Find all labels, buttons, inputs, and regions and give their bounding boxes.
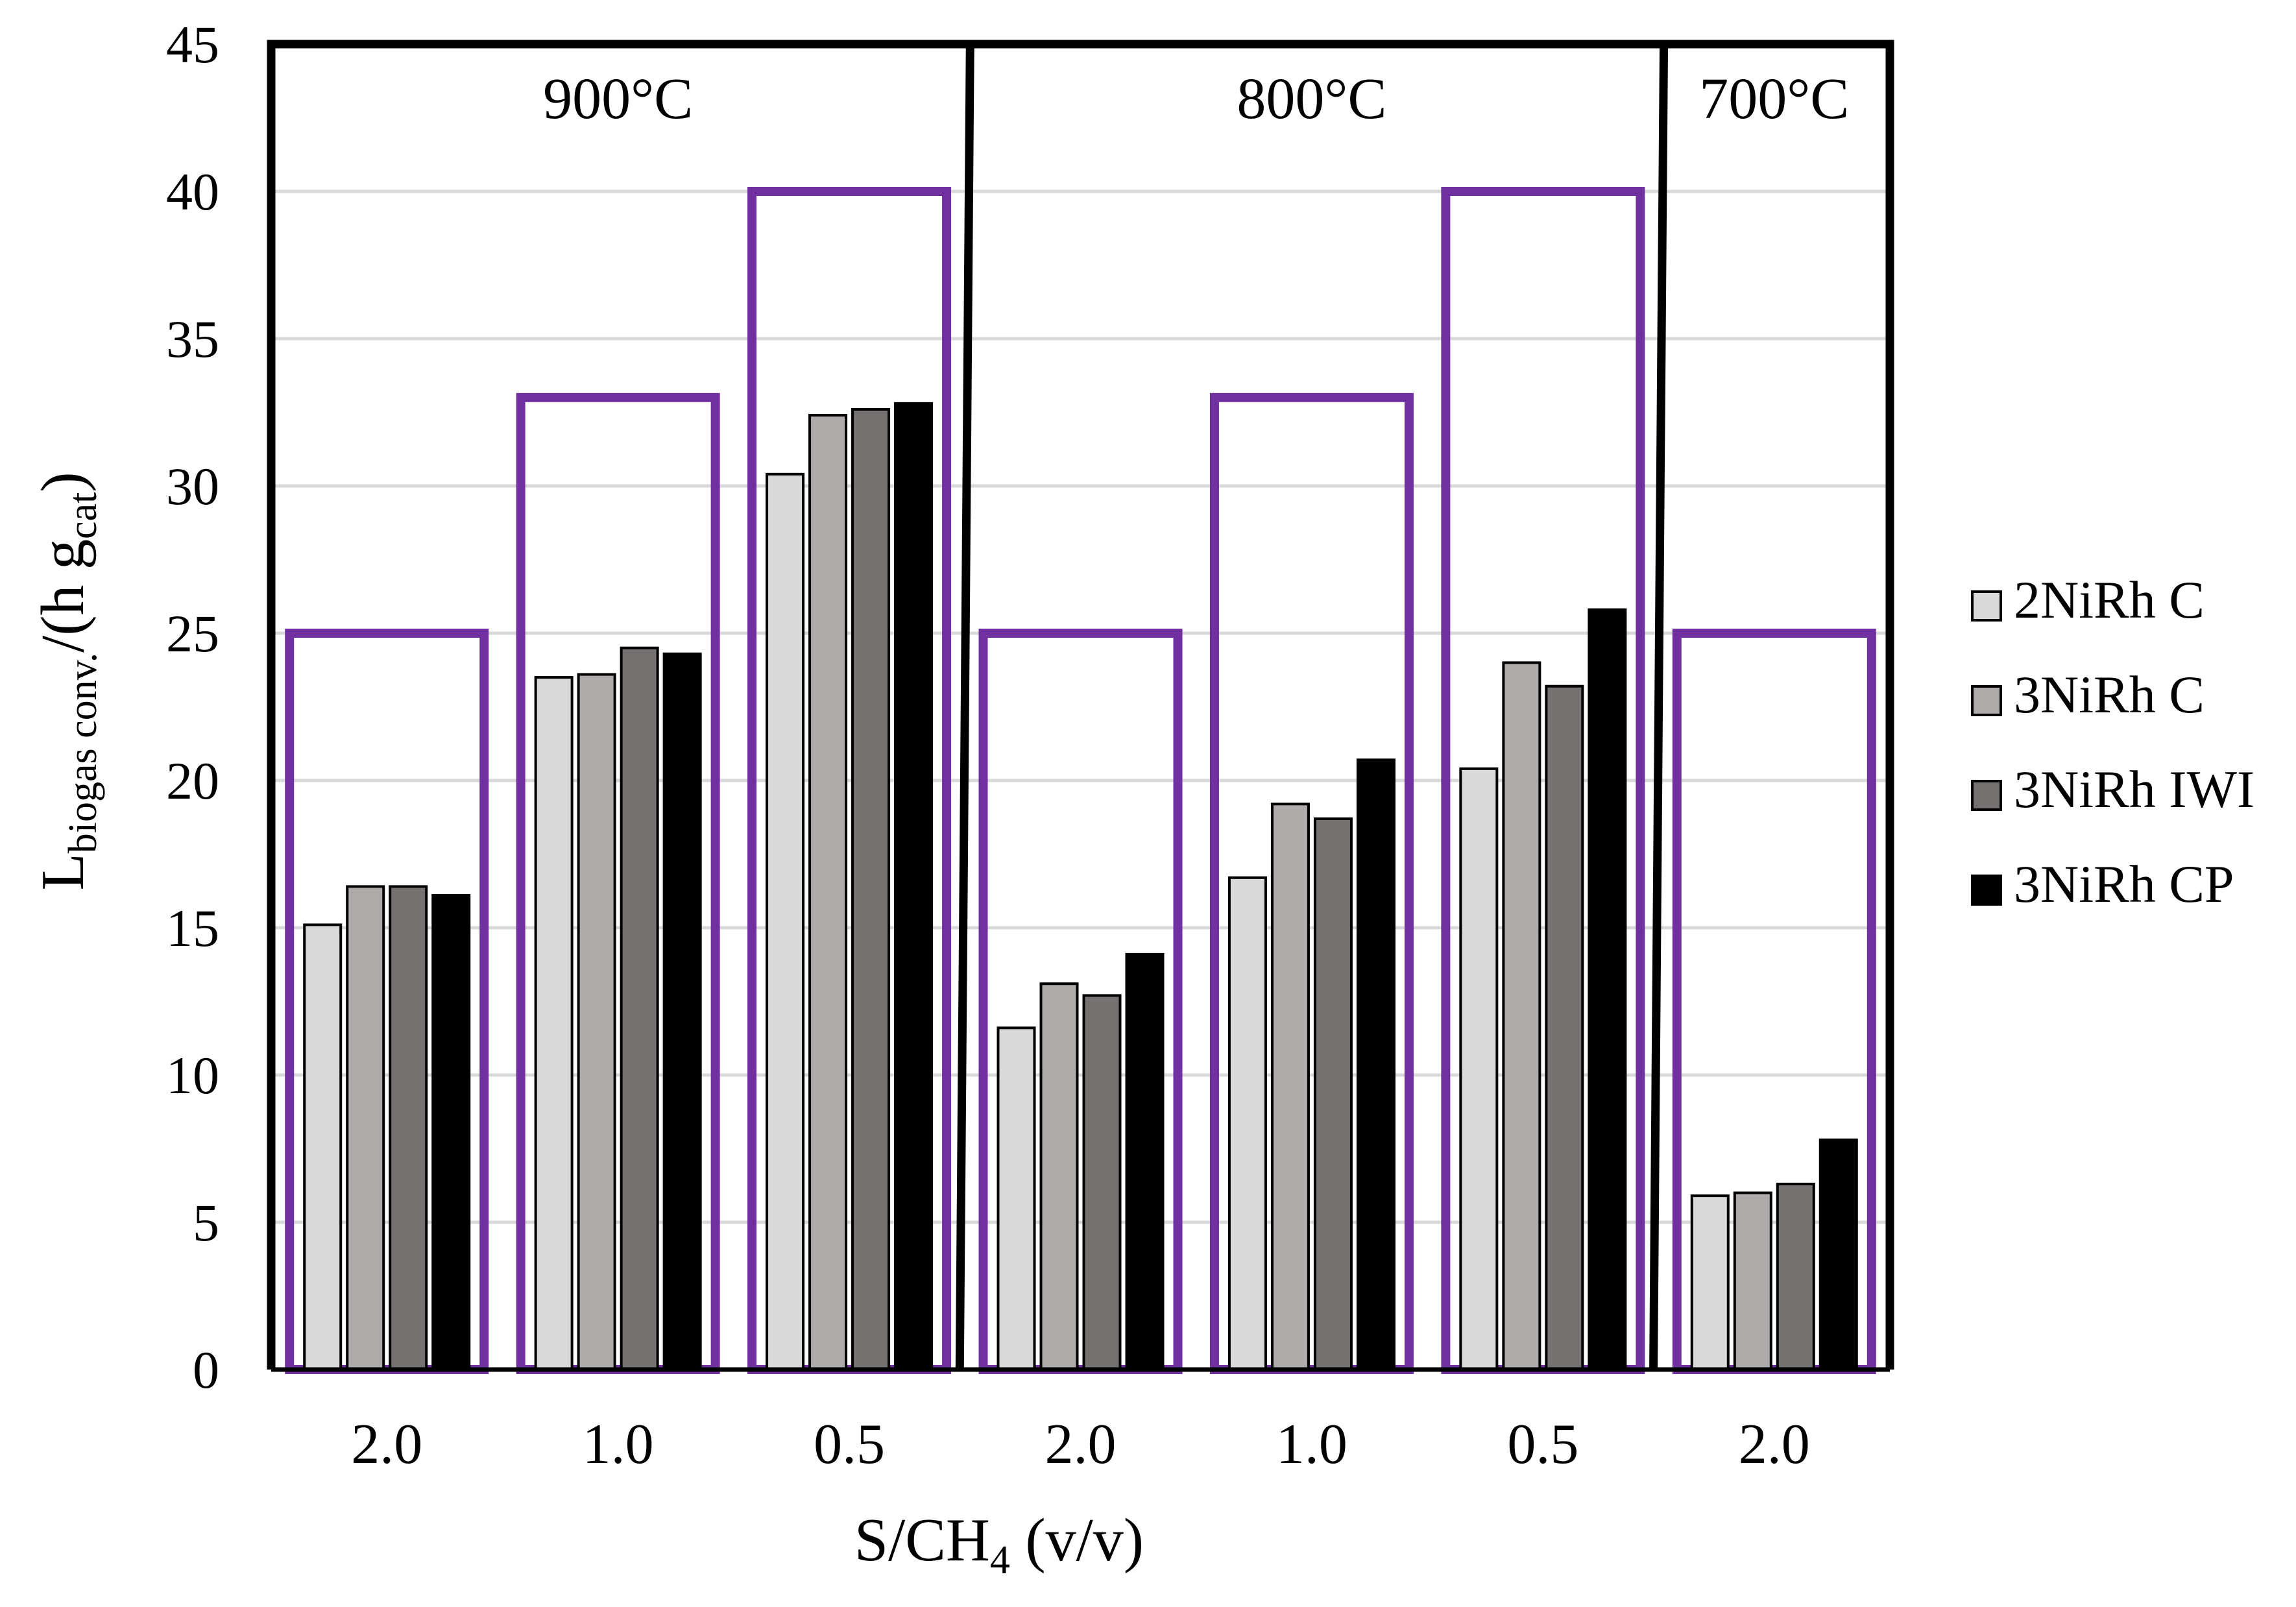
frame-outline bbox=[267, 40, 1894, 1370]
x-tick-label: 1.0 bbox=[583, 1413, 654, 1476]
legend-label: 2NiRh C bbox=[2014, 570, 2205, 629]
x-tick-labels: 2.0 1.0 0.5 2.0 1.0 0.5 2.0 bbox=[351, 1413, 1810, 1476]
x-tick-label: 1.0 bbox=[1276, 1413, 1347, 1476]
x-tick-label: 0.5 bbox=[1507, 1413, 1578, 1476]
bar bbox=[346, 885, 385, 1371]
temperature-labels: 900°C 800°C 700°C bbox=[543, 67, 1849, 131]
bar bbox=[1502, 661, 1541, 1371]
legend-label: 3NiRh C bbox=[2014, 665, 2205, 724]
bar bbox=[1313, 817, 1353, 1371]
bar bbox=[534, 676, 574, 1371]
x-axis-title: S/CH4 (v/v) bbox=[854, 1506, 1144, 1582]
x-tick-label: 2.0 bbox=[1739, 1413, 1810, 1476]
y-tick-label: 10 bbox=[166, 1046, 219, 1105]
y-tick-label: 35 bbox=[166, 309, 219, 369]
y-axis-title: Lbiogas conv./(h gcat) bbox=[29, 472, 105, 890]
y-tick-label: 15 bbox=[166, 899, 219, 958]
bar bbox=[1819, 1138, 1858, 1371]
bar bbox=[1270, 803, 1310, 1371]
y-tick-label: 30 bbox=[166, 457, 219, 516]
temperature-label: 700°C bbox=[1699, 67, 1849, 131]
legend-label: 3NiRh CP bbox=[2014, 854, 2234, 913]
bar bbox=[1227, 876, 1267, 1371]
bar bbox=[766, 472, 805, 1371]
bar bbox=[1039, 982, 1079, 1371]
y-tick-label: 25 bbox=[166, 604, 219, 663]
bar bbox=[662, 652, 702, 1371]
bar bbox=[894, 402, 934, 1371]
legend-swatch bbox=[1971, 590, 2002, 622]
temperature-divider bbox=[1649, 43, 1669, 1370]
legend-swatch bbox=[1971, 685, 2002, 716]
bar bbox=[1690, 1194, 1730, 1371]
bar bbox=[577, 673, 616, 1371]
bar bbox=[1082, 994, 1122, 1371]
temperature-label: 900°C bbox=[543, 67, 693, 131]
bar bbox=[1356, 758, 1396, 1371]
temperature-frames bbox=[267, 40, 1894, 1372]
temperature-divider bbox=[955, 43, 974, 1370]
bar bbox=[1125, 952, 1165, 1371]
legend-swatch bbox=[1971, 875, 2002, 906]
bar bbox=[1733, 1191, 1772, 1371]
y-tick-label: 45 bbox=[166, 15, 219, 74]
y-tick-label: 20 bbox=[166, 751, 219, 810]
bar bbox=[620, 646, 659, 1371]
bar bbox=[1588, 608, 1627, 1371]
bar bbox=[389, 885, 428, 1371]
temperature-label: 800°C bbox=[1237, 67, 1386, 131]
bar bbox=[1459, 767, 1499, 1371]
bar bbox=[1545, 684, 1584, 1371]
bar bbox=[303, 923, 343, 1371]
bars bbox=[303, 402, 1858, 1371]
bar bbox=[997, 1026, 1036, 1371]
bar bbox=[808, 414, 848, 1371]
bar bbox=[1776, 1182, 1815, 1371]
x-tick-label: 0.5 bbox=[814, 1413, 885, 1476]
y-tick-label: 40 bbox=[166, 162, 219, 221]
legend-label: 3NiRh IWI bbox=[2014, 760, 2254, 819]
y-tick-label: 0 bbox=[193, 1340, 219, 1399]
bar bbox=[851, 407, 891, 1371]
x-tick-label: 2.0 bbox=[351, 1413, 422, 1476]
x-tick-label: 2.0 bbox=[1045, 1413, 1117, 1476]
y-tick-label: 5 bbox=[193, 1193, 219, 1252]
legend: 2NiRh C 3NiRh C 3NiRh IWI 3NiRh CP bbox=[1971, 570, 2254, 913]
bar bbox=[431, 894, 471, 1371]
y-tick-labels: 0 5 10 15 20 25 30 35 40 45 bbox=[166, 15, 219, 1399]
legend-swatch bbox=[1971, 780, 2002, 811]
